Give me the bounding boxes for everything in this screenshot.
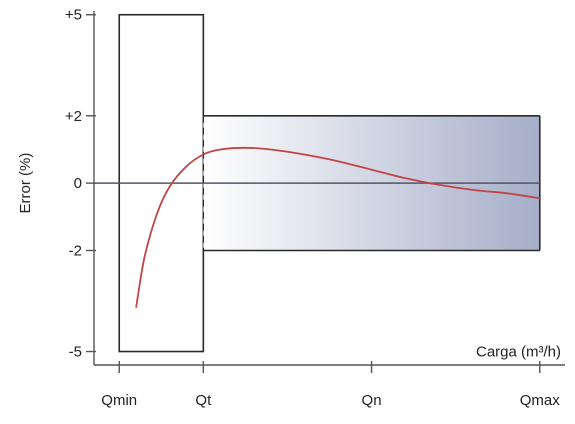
y-tick-label: +2 [65, 108, 82, 125]
x-tick-label: Qn [362, 392, 382, 409]
y-axis-title: Error (%) [17, 153, 34, 214]
y-tick-label: -2 [69, 242, 82, 259]
axes [86, 10, 565, 373]
y-tick-label: +5 [65, 7, 82, 24]
x-tick-label: Qmin [101, 392, 137, 409]
error-curve-line [135, 146, 540, 308]
x-tick-label: Qmax [520, 392, 561, 409]
series-layer [135, 146, 540, 308]
x-tick-label: Qt [195, 392, 212, 409]
y-tick-label: 0 [74, 175, 82, 192]
y-tick-label: -5 [69, 344, 82, 361]
labels-layer: +5 +2 0 -2 -5 Qmin Qt Qn Qmax Error (%) Carga (m³/… [17, 7, 561, 409]
x-axis-title: Carga (m³/h) [476, 344, 561, 361]
